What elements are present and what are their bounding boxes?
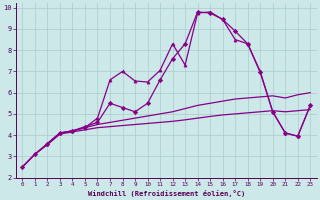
X-axis label: Windchill (Refroidissement éolien,°C): Windchill (Refroidissement éolien,°C) [88,190,245,197]
